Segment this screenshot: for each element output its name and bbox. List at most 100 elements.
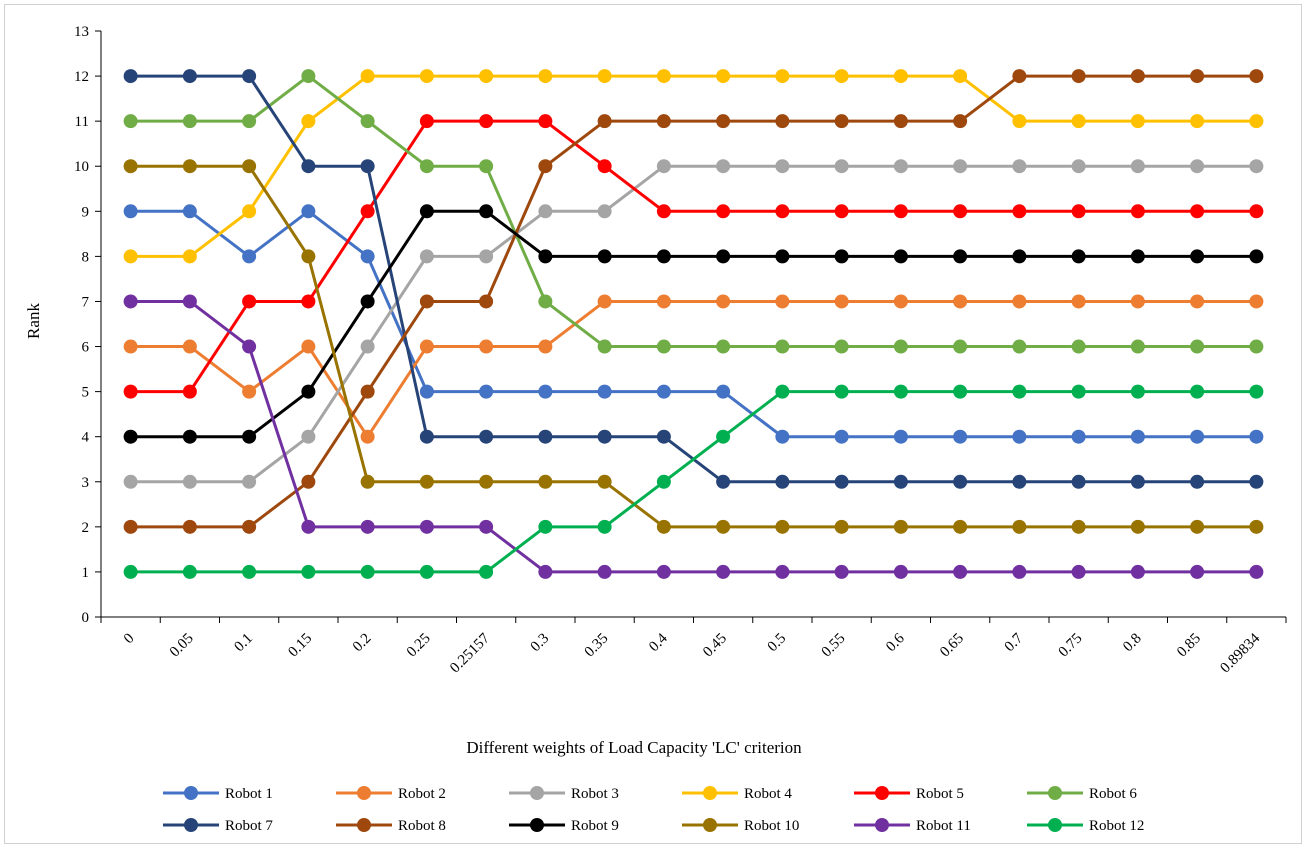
- data-point: [479, 114, 494, 129]
- data-point: [1012, 519, 1027, 534]
- legend-label: Robot 8: [398, 818, 446, 834]
- data-point: [538, 159, 553, 174]
- data-point: [1249, 384, 1264, 399]
- series-line: [130, 164, 1257, 529]
- data-point: [419, 159, 434, 174]
- data-point: [893, 429, 908, 444]
- data-point: [1190, 519, 1205, 534]
- data-point: [716, 294, 731, 309]
- x-tick-label: 0.6: [883, 630, 908, 655]
- legend-marker: [875, 786, 889, 800]
- data-point: [301, 159, 316, 174]
- data-point: [538, 339, 553, 354]
- legend-item: Robot 9: [509, 818, 619, 834]
- y-tick-label: 8: [82, 249, 90, 265]
- data-point: [301, 339, 316, 354]
- data-point: [360, 204, 375, 219]
- data-point: [953, 114, 968, 129]
- data-point: [1012, 114, 1027, 129]
- legend-marker: [184, 818, 198, 832]
- data-point: [479, 519, 494, 534]
- legend-marker: [703, 818, 717, 832]
- data-point: [1071, 294, 1086, 309]
- data-point: [716, 519, 731, 534]
- legend-label: Robot 1: [225, 786, 273, 802]
- data-point: [953, 69, 968, 84]
- data-point: [716, 159, 731, 174]
- data-point: [182, 519, 197, 534]
- y-tick-label: 3: [82, 475, 90, 491]
- data-point: [1071, 249, 1086, 264]
- data-point: [656, 339, 671, 354]
- x-tick-label: 0.1: [231, 631, 256, 656]
- x-tick-label: 0.65: [937, 631, 967, 661]
- series-robot-9: [123, 204, 1264, 444]
- y-tick-label: 7: [82, 294, 90, 310]
- data-point: [834, 339, 849, 354]
- data-point: [1012, 384, 1027, 399]
- data-point: [242, 159, 257, 174]
- data-point: [1012, 159, 1027, 174]
- data-point: [1190, 249, 1205, 264]
- legend-label: Robot 12: [1089, 818, 1144, 834]
- data-point: [242, 564, 257, 579]
- data-point: [360, 114, 375, 129]
- data-point: [656, 294, 671, 309]
- data-point: [775, 519, 790, 534]
- x-tick-label: 0.05: [167, 631, 197, 661]
- data-point: [1130, 429, 1145, 444]
- data-point: [716, 339, 731, 354]
- data-point: [419, 204, 434, 219]
- data-point: [538, 249, 553, 264]
- data-point: [419, 339, 434, 354]
- data-point: [1190, 474, 1205, 489]
- data-point: [1249, 204, 1264, 219]
- data-point: [1071, 474, 1086, 489]
- data-point: [1190, 384, 1205, 399]
- data-point: [834, 159, 849, 174]
- data-point: [242, 114, 257, 129]
- data-point: [1130, 204, 1145, 219]
- data-point: [538, 429, 553, 444]
- data-point: [479, 159, 494, 174]
- data-point: [834, 69, 849, 84]
- data-point: [182, 69, 197, 84]
- data-point: [834, 114, 849, 129]
- legend-marker: [530, 818, 544, 832]
- data-point: [419, 114, 434, 129]
- legend-label: Robot 3: [571, 786, 619, 802]
- data-point: [1130, 519, 1145, 534]
- series-line: [130, 299, 1257, 439]
- data-point: [301, 114, 316, 129]
- data-point: [1249, 564, 1264, 579]
- data-point: [182, 429, 197, 444]
- data-point: [953, 249, 968, 264]
- data-point: [775, 564, 790, 579]
- data-point: [1130, 474, 1145, 489]
- data-point: [893, 204, 908, 219]
- data-point: [479, 384, 494, 399]
- legend-marker: [184, 786, 198, 800]
- data-point: [597, 564, 612, 579]
- data-point: [301, 429, 316, 444]
- legend-label: Robot 9: [571, 818, 619, 834]
- legend-marker: [357, 818, 371, 832]
- data-point: [479, 429, 494, 444]
- data-point: [775, 339, 790, 354]
- legend-item: Robot 3: [509, 786, 619, 802]
- data-point: [597, 249, 612, 264]
- series-robot-7: [123, 69, 1264, 489]
- data-point: [419, 429, 434, 444]
- x-tick-label: 0.89834: [1217, 630, 1263, 676]
- y-tick-label: 13: [74, 24, 89, 40]
- data-point: [419, 69, 434, 84]
- data-point: [1130, 339, 1145, 354]
- legend-marker: [703, 786, 717, 800]
- data-point: [242, 69, 257, 84]
- data-point: [123, 384, 138, 399]
- data-point: [1071, 114, 1086, 129]
- data-point: [419, 384, 434, 399]
- series-line: [130, 164, 1257, 484]
- data-point: [597, 114, 612, 129]
- data-point: [538, 384, 553, 399]
